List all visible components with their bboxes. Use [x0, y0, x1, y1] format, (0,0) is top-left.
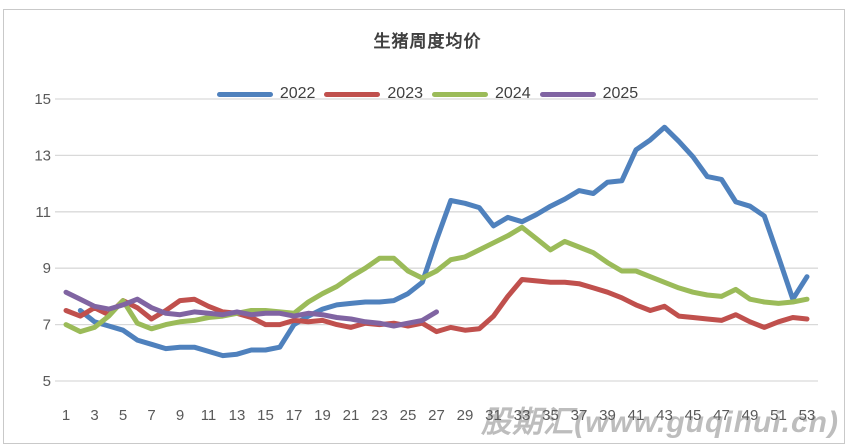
x-tick-label-51: 51 — [770, 407, 787, 424]
y-tick-label-7: 7 — [43, 317, 51, 334]
legend-label-2024: 2024 — [495, 85, 531, 102]
x-tick-label-45: 45 — [685, 407, 702, 424]
legend-item-2022: 2022 — [216, 85, 316, 103]
x-tick-label-21: 21 — [343, 407, 360, 424]
x-tick-label-25: 25 — [400, 407, 417, 424]
y-tick-label-9: 9 — [43, 260, 51, 277]
x-tick-label-53: 53 — [799, 407, 816, 424]
x-tick-label-31: 31 — [485, 407, 502, 424]
series-line-2025 — [63, 289, 439, 329]
x-tick-label-27: 27 — [428, 407, 445, 424]
legend-swatch-2024 — [432, 91, 488, 97]
series-line-2024 — [63, 224, 810, 335]
legend-item-2025: 2025 — [539, 85, 639, 103]
x-tick-label-9: 9 — [176, 407, 184, 424]
legend: 2022 2023 2024 2025 — [0, 85, 855, 103]
y-tick-label-5: 5 — [43, 373, 51, 390]
legend-swatch-2023 — [324, 91, 381, 97]
x-tick-label-13: 13 — [229, 407, 246, 424]
series-line-2023 — [63, 277, 810, 335]
legend-item-2024: 2024 — [432, 85, 531, 103]
legend-label-2025: 2025 — [602, 85, 639, 102]
x-tick-label-23: 23 — [371, 407, 388, 424]
legend-item-2023: 2023 — [324, 85, 423, 103]
x-tick-label-5: 5 — [119, 407, 127, 424]
x-tick-label-41: 41 — [628, 407, 645, 424]
x-tick-label-37: 37 — [571, 407, 588, 424]
x-tick-label-7: 7 — [147, 407, 155, 424]
x-tick-label-17: 17 — [286, 407, 303, 424]
x-tick-label-39: 39 — [599, 407, 616, 424]
x-tick-label-43: 43 — [656, 407, 673, 424]
x-tick-label-1: 1 — [62, 407, 70, 424]
x-tick-label-19: 19 — [314, 407, 331, 424]
watermark: 股期汇(www.guqihui.cn) — [481, 406, 839, 439]
x-tick-label-49: 49 — [742, 407, 759, 424]
x-tick-label-11: 11 — [201, 407, 217, 424]
series-line-2022 — [77, 124, 810, 359]
chart-title: 生猪周度均价 — [373, 32, 482, 51]
x-tick-label-3: 3 — [90, 407, 98, 424]
x-tick-label-33: 33 — [514, 407, 531, 424]
legend-label-2023: 2023 — [387, 85, 423, 102]
y-tick-label-15: 15 — [34, 91, 51, 108]
x-tick-label-29: 29 — [457, 407, 474, 424]
legend-label-2022: 2022 — [279, 85, 316, 102]
x-tick-label-35: 35 — [542, 407, 559, 424]
x-tick-label-15: 15 — [257, 407, 274, 424]
legend-swatch-2022 — [216, 91, 273, 97]
y-tick-label-13: 13 — [34, 147, 51, 164]
legend-swatch-2025 — [539, 91, 596, 97]
y-tick-label-11: 11 — [35, 204, 51, 221]
chart-border — [3, 9, 845, 444]
x-tick-label-47: 47 — [713, 407, 730, 424]
